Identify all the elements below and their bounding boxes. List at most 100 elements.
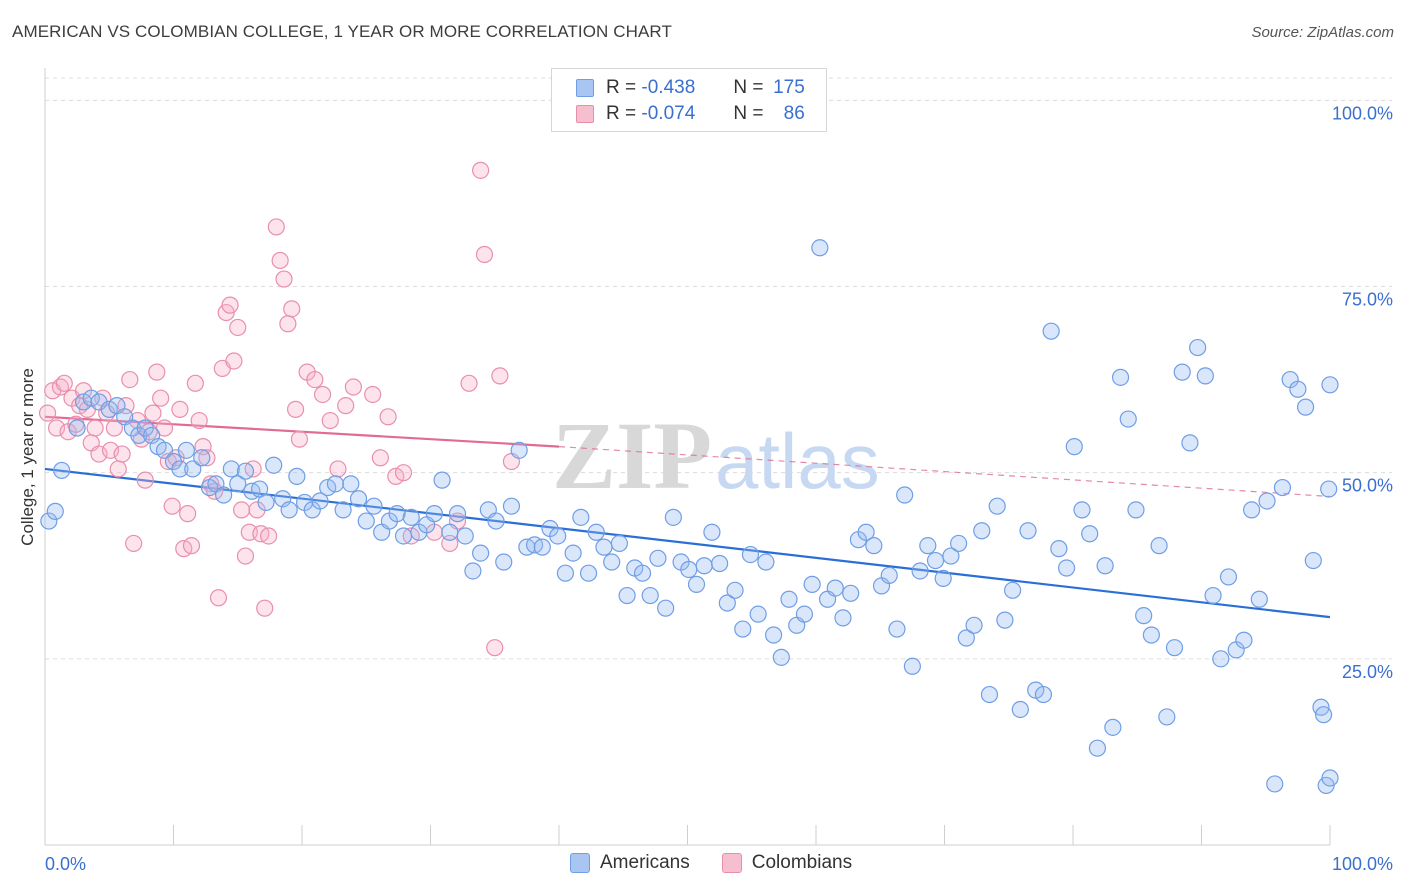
series-legend-label: Colombians <box>751 852 853 873</box>
watermark: ZIP atlas <box>552 402 880 509</box>
american-point <box>1196 367 1214 385</box>
american-point <box>1243 501 1261 519</box>
colombian-point <box>329 460 347 478</box>
american-point <box>749 605 767 623</box>
american-point <box>896 486 914 504</box>
american-point <box>1142 626 1160 644</box>
american-point <box>1320 480 1338 498</box>
american-point <box>456 527 474 545</box>
american-point <box>988 497 1006 515</box>
y-tick-label: 75.0% <box>1342 290 1393 310</box>
american-point <box>657 599 675 617</box>
y-axis-label: College, 1 year or more <box>18 368 37 546</box>
colombian-point <box>379 408 397 426</box>
american-point <box>1273 478 1292 497</box>
colombian-point <box>55 374 73 392</box>
legend-row-colombians: R = -0.074 N = 86 <box>576 102 805 126</box>
colombian-point <box>321 411 339 430</box>
american-point <box>911 562 929 580</box>
colombian-point <box>186 374 204 392</box>
american-point <box>1057 559 1076 577</box>
american-point <box>357 512 375 530</box>
colombian-point <box>290 430 309 448</box>
colombian-point <box>233 501 251 519</box>
colombian-point <box>105 419 123 437</box>
american-point <box>1165 639 1184 657</box>
colombian-point <box>371 449 389 467</box>
colombian-point <box>275 270 293 288</box>
american-point <box>365 497 383 515</box>
series-legend-colombians: Colombians <box>721 852 853 874</box>
american-point <box>795 605 814 623</box>
american-point <box>349 490 368 508</box>
american-point <box>957 629 975 647</box>
series-swatch-colombians <box>721 853 742 873</box>
colombian-point <box>306 370 324 389</box>
american-point <box>502 497 521 515</box>
american-point <box>1150 537 1168 555</box>
colombian-point <box>394 464 413 482</box>
legend-r-label: R = <box>606 77 637 98</box>
axes <box>44 68 1331 846</box>
american-point <box>680 560 698 579</box>
american-point <box>46 502 64 520</box>
american-point <box>556 564 575 582</box>
american-point <box>1321 376 1339 394</box>
american-point <box>903 657 921 675</box>
colombian-point <box>209 589 228 607</box>
colombian-point <box>337 397 355 415</box>
american-point <box>68 419 86 437</box>
watermark-atlas: atlas <box>715 417 880 505</box>
colombian-point <box>113 445 131 463</box>
american-point <box>695 557 713 575</box>
american-point <box>388 505 406 523</box>
legend-row-americans: R = -0.438 N = 175 <box>576 76 805 100</box>
colombian-point <box>475 245 494 264</box>
american-point <box>311 492 329 510</box>
american-point <box>603 553 621 571</box>
american-point <box>1258 492 1276 510</box>
american-point <box>803 575 821 593</box>
american-point <box>229 475 247 493</box>
american-point <box>633 564 652 582</box>
american-point <box>1235 631 1253 649</box>
american-point <box>1104 718 1122 736</box>
american-point <box>265 456 283 474</box>
american-point <box>703 523 721 541</box>
series-legend: Americans Colombians <box>570 852 884 874</box>
colombian-point <box>152 389 170 407</box>
american-point <box>1321 769 1339 787</box>
colombian-point <box>229 318 247 337</box>
american-point <box>1266 775 1284 793</box>
american-point <box>53 461 71 480</box>
american-point <box>1289 380 1307 398</box>
american-point <box>942 547 960 565</box>
american-point <box>326 475 345 493</box>
american-point <box>996 611 1014 629</box>
legend-n-label: N = <box>733 103 764 124</box>
american-point <box>394 527 413 545</box>
colombian-point <box>344 378 362 396</box>
american-point <box>1314 706 1333 724</box>
american-point <box>888 620 906 638</box>
x-tick-label: 100.0% <box>1332 854 1393 874</box>
american-point <box>1019 522 1037 540</box>
colombian-point <box>460 374 478 392</box>
american-point <box>464 562 482 580</box>
colombian-point <box>86 419 104 437</box>
colombian-point <box>256 599 274 617</box>
american-point <box>1096 557 1114 575</box>
american-point <box>1042 322 1060 340</box>
american-point <box>973 522 991 540</box>
american-point <box>834 609 852 627</box>
series-legend-label: Americans <box>600 852 690 873</box>
american-point <box>718 594 736 612</box>
american-point <box>711 554 729 573</box>
legend-swatch-americans <box>576 79 594 97</box>
american-point <box>1127 501 1145 519</box>
american-point <box>1135 607 1153 625</box>
colombian-point <box>472 161 490 179</box>
chart-title: AMERICAN VS COLOMBIAN COLLEGE, 1 YEAR OR… <box>12 22 672 41</box>
american-point <box>1073 501 1091 519</box>
colombian-point <box>198 449 216 467</box>
